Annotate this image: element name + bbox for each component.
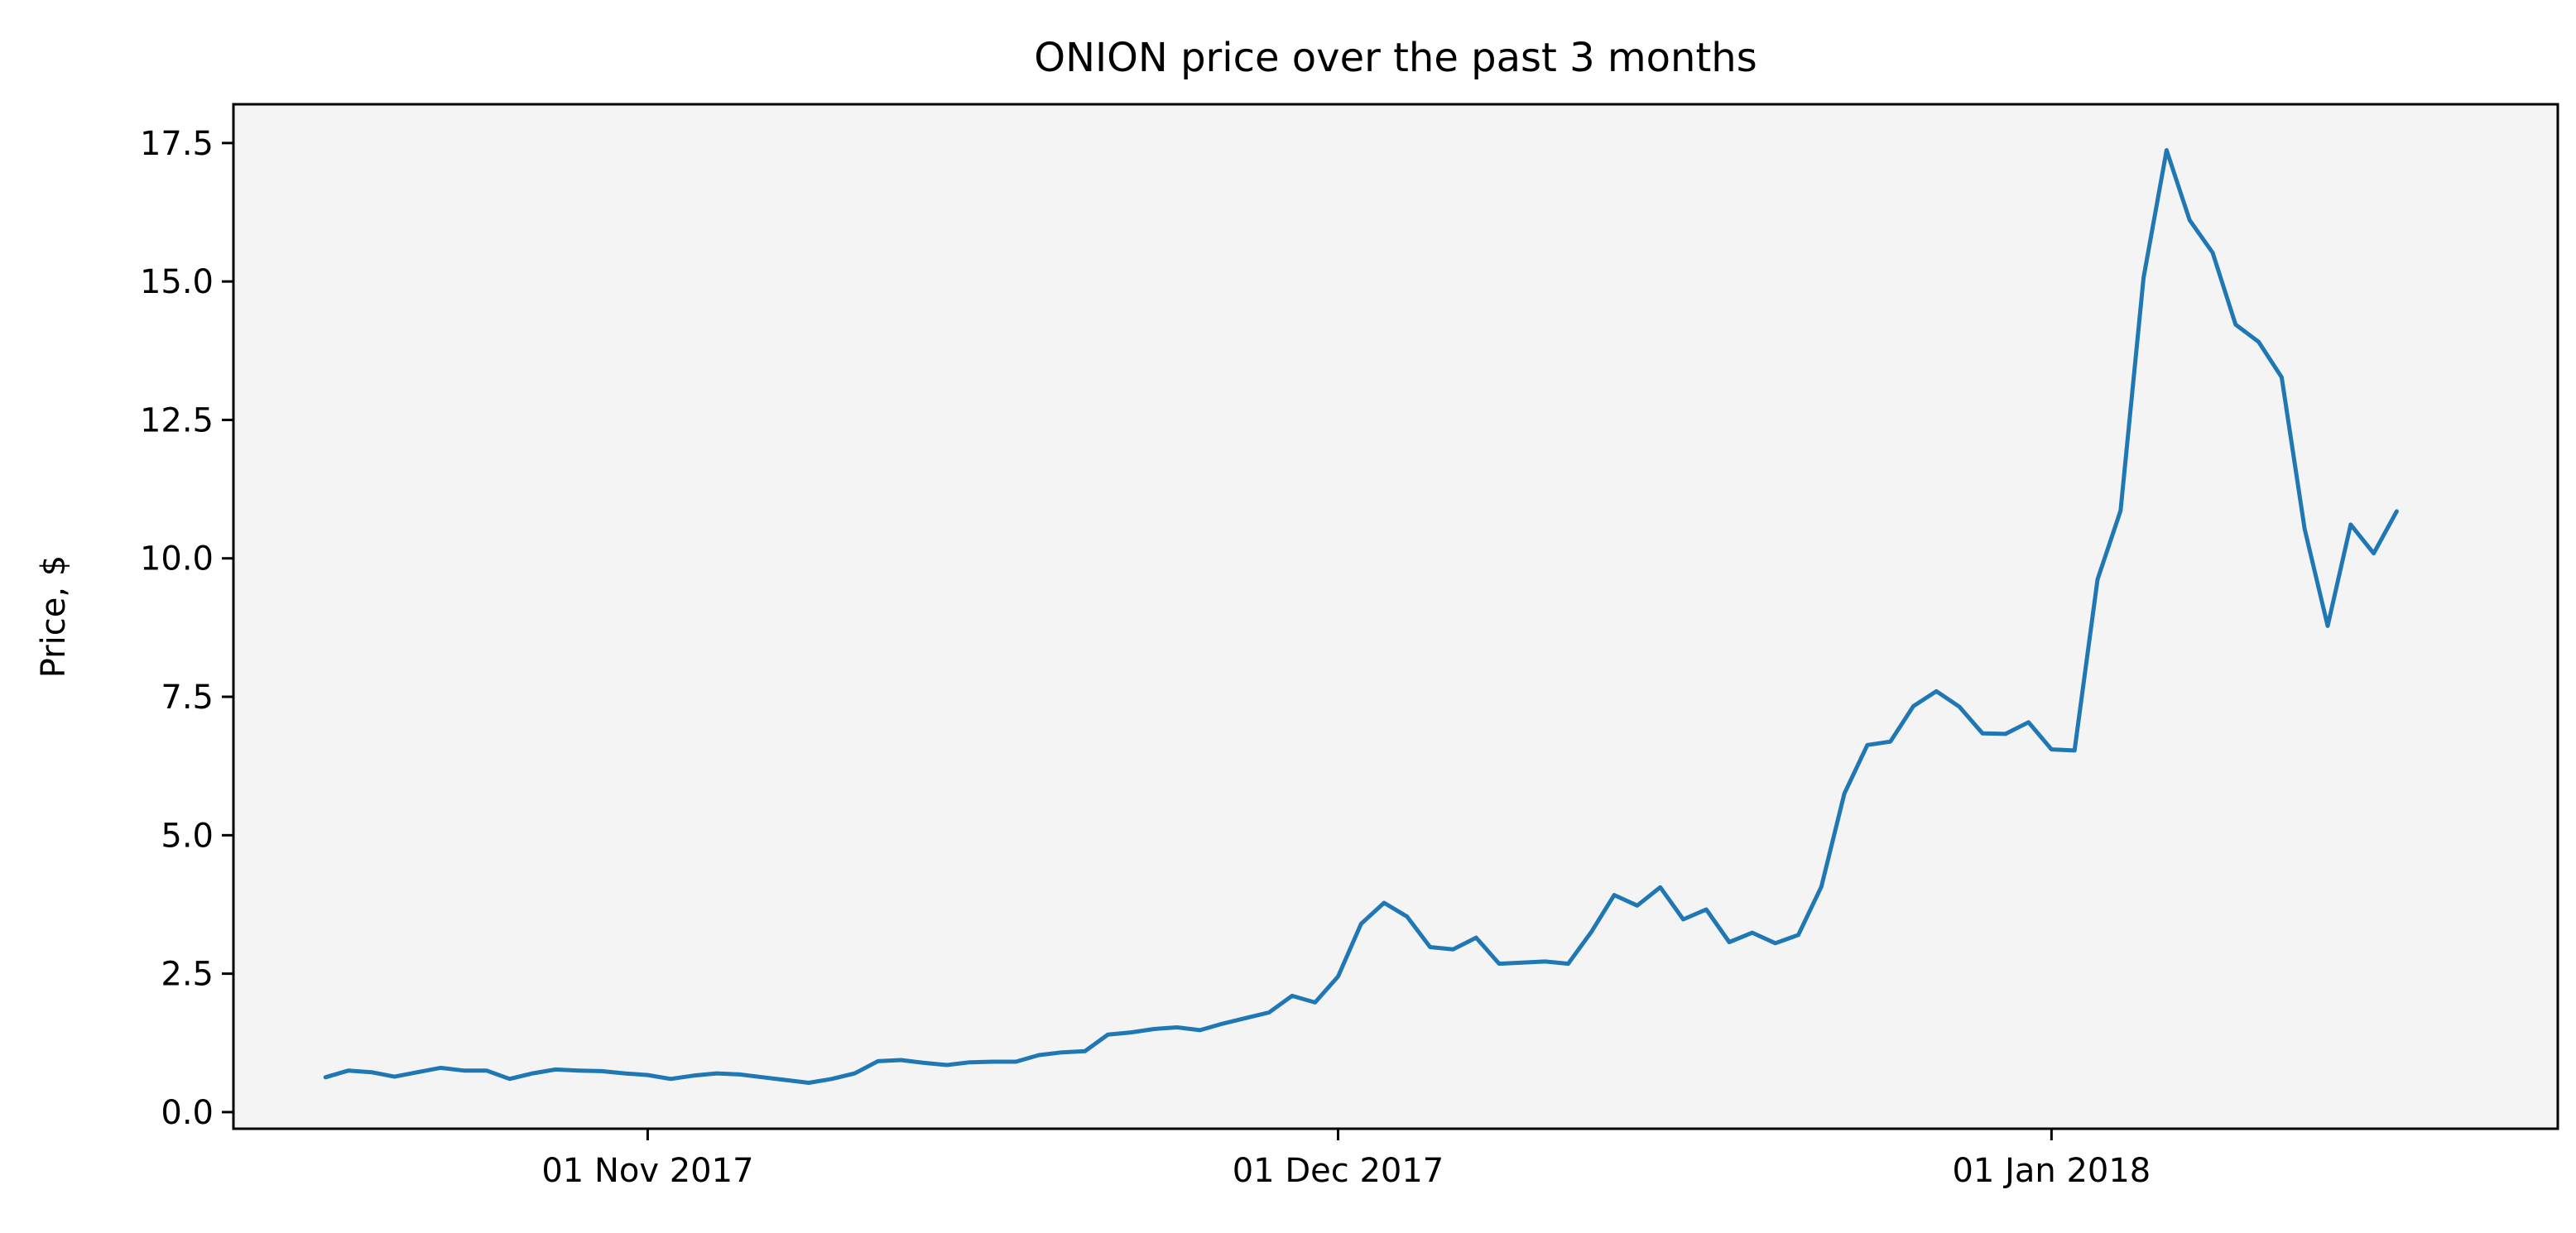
y-tick-label-1: 2.5 <box>161 956 214 994</box>
series-line-0 <box>323 148 2399 1085</box>
y-tick-label-6: 15.0 <box>140 263 214 301</box>
y-axis-label: Price, $ <box>35 555 73 678</box>
x-tick-label-1: 01 Dec 2017 <box>1233 1152 1444 1190</box>
plot-background <box>233 104 2558 1129</box>
x-tick-label-2: 01 Jan 2018 <box>1952 1152 2151 1190</box>
series-lines <box>323 148 2399 1085</box>
chart-title: ONION price over the past 3 months <box>1034 35 1757 81</box>
y-tick-label-5: 12.5 <box>140 401 214 439</box>
y-tick-label-7: 17.5 <box>140 125 214 163</box>
x-axis-ticks: 01 Nov 2017 01 Dec 2017 01 Jan 2018 <box>541 1129 2151 1190</box>
y-tick-label-0: 0.0 <box>161 1094 214 1132</box>
y-tick-label-2: 5.0 <box>161 817 214 855</box>
y-axis-ticks: 0.0 2.5 5.0 7.5 10.0 12.5 15.0 17.5 <box>140 125 233 1132</box>
y-tick-label-3: 7.5 <box>161 679 214 717</box>
x-tick-label-0: 01 Nov 2017 <box>541 1152 753 1190</box>
y-tick-label-4: 10.0 <box>140 540 214 578</box>
plot-frame <box>232 103 2559 1130</box>
